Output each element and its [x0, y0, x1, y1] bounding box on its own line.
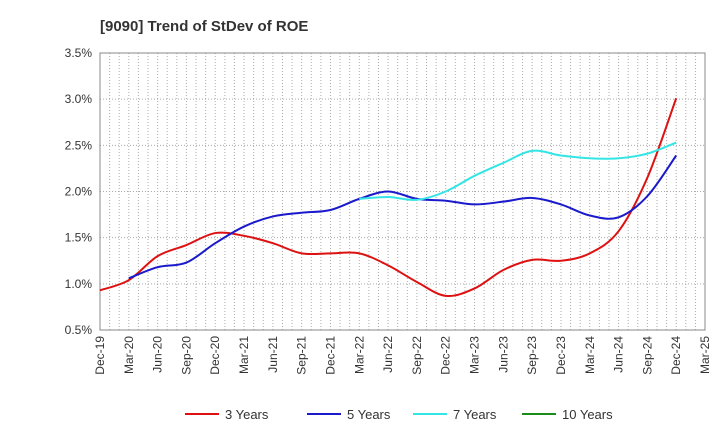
chart-title: [9090] Trend of StDev of ROE: [100, 18, 308, 35]
x-tick-label: Mar-21: [237, 336, 251, 374]
x-tick-label: Dec-20: [208, 336, 222, 375]
x-tick-label: Jun-21: [266, 336, 280, 373]
y-tick-label: 1.5%: [65, 231, 93, 245]
x-tick-label: Mar-20: [122, 336, 136, 374]
y-axis: 0.5% 1.0% 1.5% 2.0% 2.5% 3.0% 3.5%: [65, 46, 93, 337]
series-line-2: [128, 154, 678, 280]
x-tick-label: Dec-19: [93, 336, 107, 375]
legend-label: 10 Years: [562, 407, 613, 422]
x-tick-label: Jun-24: [612, 336, 626, 373]
legend-label: 7 Years: [453, 407, 497, 422]
legend-label: 5 Years: [347, 407, 391, 422]
x-tick-label: Mar-24: [583, 336, 597, 374]
x-tick-label: Mar-25: [698, 336, 712, 374]
x-tick-label: Mar-23: [468, 336, 482, 374]
x-tick-label: Sep-21: [295, 336, 309, 375]
x-tick-label: Dec-21: [323, 336, 337, 375]
y-tick-label: 1.0%: [65, 277, 93, 291]
x-axis: Dec-19 Mar-20 Jun-20 Sep-20 Dec-20 Mar-21 Jun-…: [93, 336, 712, 375]
y-tick-label: 3.0%: [65, 92, 93, 106]
y-tick-label: 2.0%: [65, 185, 93, 199]
series-line-3: [359, 141, 677, 201]
grid: [100, 52, 705, 331]
x-tick-label: Dec-24: [669, 336, 683, 375]
y-tick-label: 0.5%: [65, 323, 93, 337]
x-tick-label: Sep-20: [179, 336, 193, 375]
x-tick-label: Mar-22: [352, 336, 366, 374]
y-tick-label: 2.5%: [65, 138, 93, 152]
legend: 3 Years 5 Years 7 Years 10 Years: [185, 407, 613, 422]
x-tick-label: Jun-20: [151, 336, 165, 373]
series-lines: [99, 97, 678, 298]
x-tick-label: Dec-22: [439, 336, 453, 375]
legend-label: 3 Years: [225, 407, 269, 422]
x-tick-label: Sep-22: [410, 336, 424, 375]
y-tick-label: 3.5%: [65, 46, 93, 60]
x-tick-label: Dec-23: [554, 336, 568, 375]
x-tick-label: Jun-23: [496, 336, 510, 373]
plot-area: [99, 52, 706, 331]
x-tick-label: Sep-23: [525, 336, 539, 375]
x-tick-label: Sep-24: [640, 336, 654, 375]
series-line-1: [99, 97, 678, 298]
x-tick-label: Jun-22: [381, 336, 395, 373]
